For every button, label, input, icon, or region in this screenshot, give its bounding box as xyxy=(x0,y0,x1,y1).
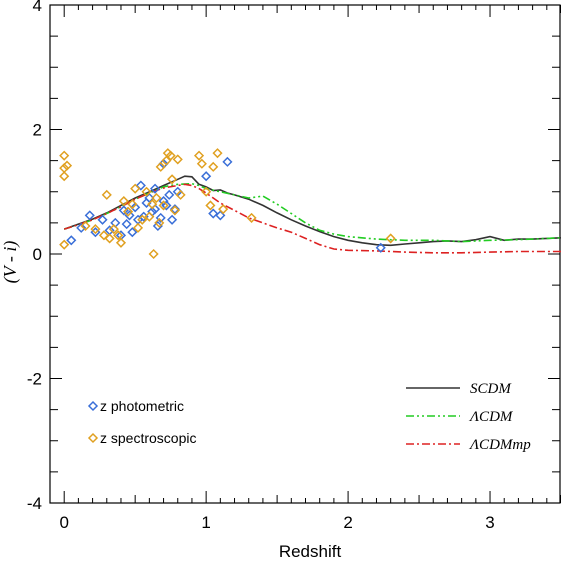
point-z-spectroscopic xyxy=(148,248,159,260)
point-z-spectroscopic xyxy=(218,204,229,215)
legend-scdm-label: SCDM xyxy=(470,381,512,397)
point-z-photometric xyxy=(167,214,178,225)
x-axis-title: Redshift xyxy=(279,542,342,561)
point-z-photometric xyxy=(127,227,138,238)
point-z-spectroscopic xyxy=(144,211,155,222)
point-z-spectroscopic xyxy=(101,189,112,200)
point-z-spectroscopic xyxy=(175,189,186,200)
point-z-spectroscopic xyxy=(201,186,212,197)
point-z-spectroscopic xyxy=(104,233,115,244)
point-z-spectroscopic xyxy=(165,150,176,161)
y-tick-label: 2 xyxy=(33,121,42,140)
legend-spectroscopic-marker xyxy=(87,432,99,444)
legend-photometric-marker xyxy=(87,400,99,412)
point-z-photometric xyxy=(164,189,175,200)
point-z-photometric xyxy=(84,210,95,221)
point-z-spectroscopic xyxy=(127,199,138,210)
point-z-spectroscopic xyxy=(98,230,109,241)
point-z-spectroscopic xyxy=(212,148,223,159)
point-z-spectroscopic xyxy=(118,196,129,207)
point-z-spectroscopic xyxy=(147,199,158,210)
point-z-photometric xyxy=(161,200,172,211)
point-z-photometric xyxy=(215,210,226,221)
legend-lcdmmp-label: ΛCDMmp xyxy=(468,437,531,453)
x-tick-label: 1 xyxy=(201,513,210,532)
series-line--cdmmp xyxy=(63,183,561,254)
axis-ticks xyxy=(50,4,561,504)
point-z-spectroscopic xyxy=(90,224,101,235)
x-tick-label: 3 xyxy=(485,513,494,532)
point-z-spectroscopic xyxy=(161,155,172,166)
point-z-photometric xyxy=(66,235,77,246)
point-z-spectroscopic xyxy=(137,214,148,225)
point-z-photometric xyxy=(130,202,141,213)
point-z-spectroscopic xyxy=(59,150,70,161)
point-z-spectroscopic xyxy=(196,158,207,169)
point-z-spectroscopic xyxy=(151,192,162,204)
point-z-spectroscopic xyxy=(167,174,178,185)
y-tick-label: -2 xyxy=(27,370,42,389)
legend-spectroscopic-label: z spectroscopic xyxy=(100,430,196,446)
point-z-spectroscopic xyxy=(130,183,141,194)
legend-lines: SCDM ΛCDM ΛCDMmp xyxy=(406,381,531,453)
plot-border xyxy=(49,4,561,504)
point-z-photometric xyxy=(208,208,219,219)
point-z-photometric xyxy=(144,192,155,204)
point-z-photometric xyxy=(155,212,166,223)
point-z-spectroscopic xyxy=(169,205,180,216)
point-z-photometric xyxy=(149,183,161,194)
point-z-spectroscopic xyxy=(172,154,183,165)
point-z-spectroscopic xyxy=(59,239,70,250)
point-z-photometric xyxy=(201,171,212,182)
x-tick-label: 2 xyxy=(343,513,352,532)
point-z-spectroscopic xyxy=(115,237,127,248)
point-z-spectroscopic xyxy=(158,200,169,211)
legend-photometric-label: z photometric xyxy=(100,398,184,414)
point-z-spectroscopic xyxy=(155,161,166,172)
point-z-photometric xyxy=(135,180,146,191)
point-z-spectroscopic xyxy=(208,161,219,172)
point-z-photometric xyxy=(169,204,180,215)
axis-tick-labels: 0 1 2 3 -4 -2 0 2 4 xyxy=(27,0,495,532)
x-tick-label: 0 xyxy=(59,513,68,532)
point-z-photometric xyxy=(121,219,132,230)
legend-lcdm-label: ΛCDM xyxy=(468,409,514,425)
point-z-spectroscopic xyxy=(113,230,124,241)
point-z-spectroscopic xyxy=(205,200,216,211)
data-points xyxy=(59,148,396,260)
point-z-photometric xyxy=(97,214,108,225)
point-z-spectroscopic xyxy=(132,222,144,233)
legend-points: z photometric z spectroscopic xyxy=(87,398,196,446)
point-z-spectroscopic xyxy=(246,212,257,223)
y-tick-label: -4 xyxy=(27,494,42,513)
y-axis-title: (V - i) xyxy=(0,241,21,284)
y-tick-label: 4 xyxy=(33,0,42,15)
series-line-scdm xyxy=(63,175,561,247)
y-tick-label: 0 xyxy=(33,245,42,264)
point-z-photometric xyxy=(375,242,386,253)
point-z-spectroscopic xyxy=(154,217,165,228)
point-z-photometric xyxy=(222,156,233,167)
point-z-spectroscopic xyxy=(385,233,396,244)
point-z-photometric xyxy=(76,222,87,233)
plot-frame xyxy=(49,4,561,504)
series-line--cdm xyxy=(63,182,561,243)
point-z-spectroscopic xyxy=(108,224,119,235)
point-z-spectroscopic xyxy=(123,206,134,217)
point-z-spectroscopic xyxy=(193,150,205,161)
point-z-spectroscopic xyxy=(61,160,73,171)
point-z-spectroscopic xyxy=(59,171,70,182)
model-lines xyxy=(63,175,561,254)
point-z-spectroscopic xyxy=(80,220,91,232)
point-z-spectroscopic xyxy=(141,186,152,197)
